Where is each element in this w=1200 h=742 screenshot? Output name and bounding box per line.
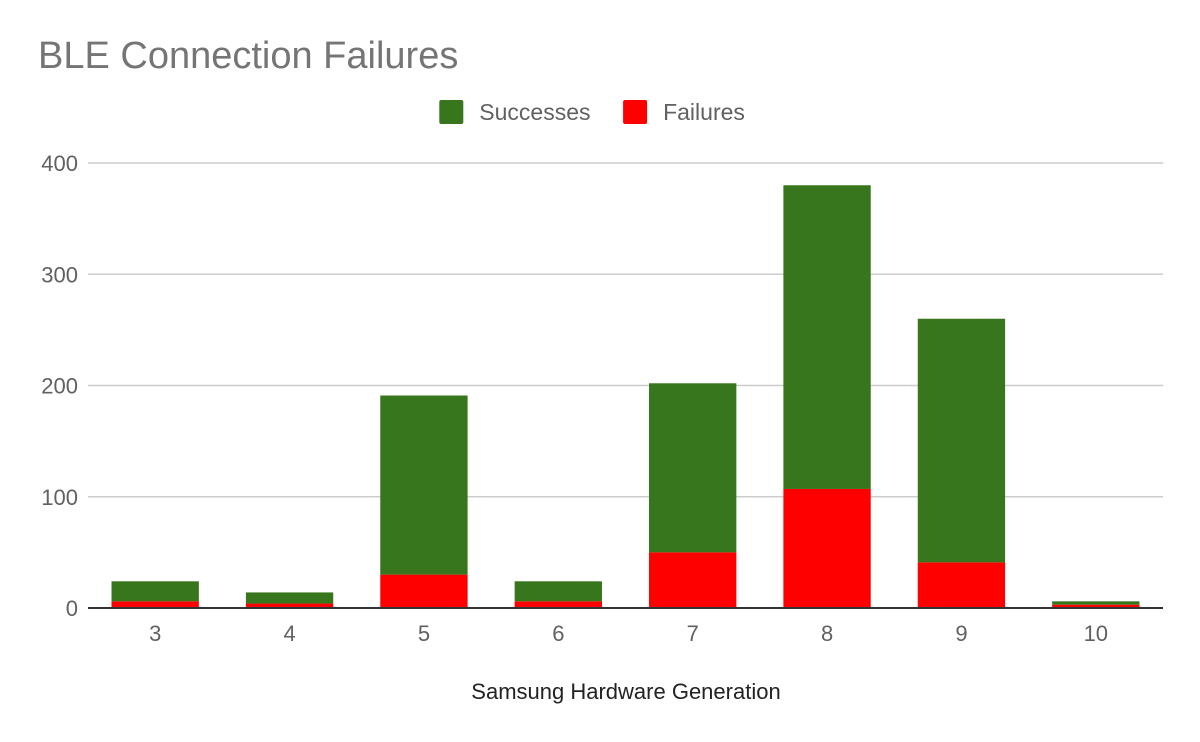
bar-failures-8 [783,488,871,608]
bar-successes-8 [783,185,871,489]
x-tick-label: 4 [283,621,295,646]
bar-successes-4 [245,592,334,604]
bar-successes-10 [1052,601,1140,605]
bar-successes-3 [111,581,199,602]
bar-failures-3 [111,601,199,608]
y-axis: 0 100 200 300 400 [41,151,78,621]
plot-area [88,185,1163,609]
x-tick-label: 7 [687,621,699,646]
y-tick-label: 400 [41,151,78,176]
legend: Successes Failures [439,99,745,125]
y-tick-label: 300 [41,262,78,287]
bar-successes-7 [649,383,737,553]
bar-failures-4 [245,603,334,608]
bar-failures-10 [1052,604,1140,608]
x-tick-label: 3 [149,621,161,646]
x-tick-label: 10 [1084,621,1108,646]
legend-swatch-successes [439,100,464,124]
x-tick-label: 6 [552,621,564,646]
bar-failures-7 [649,552,737,608]
bar-failures-6 [514,601,602,608]
y-tick-label: 0 [66,596,78,621]
legend-label-failures: Failures [663,99,745,125]
x-tick-label: 8 [821,621,833,646]
chart-title: BLE Connection Failures [38,35,458,77]
legend-label-successes: Successes [479,99,590,125]
y-tick-label: 200 [41,374,78,399]
bar-failures-5 [380,574,468,608]
bar-successes-5 [380,395,468,575]
y-tick-label: 100 [41,485,78,510]
x-tick-label: 5 [418,621,430,646]
x-axis: 3 4 5 6 7 8 9 10 [149,621,1108,646]
bar-successes-9 [917,318,1006,563]
bar-failures-9 [917,562,1006,608]
x-axis-title: Samsung Hardware Generation [471,679,780,704]
legend-swatch-failures [623,100,648,124]
x-tick-label: 9 [955,621,967,646]
bar-successes-6 [514,581,602,602]
